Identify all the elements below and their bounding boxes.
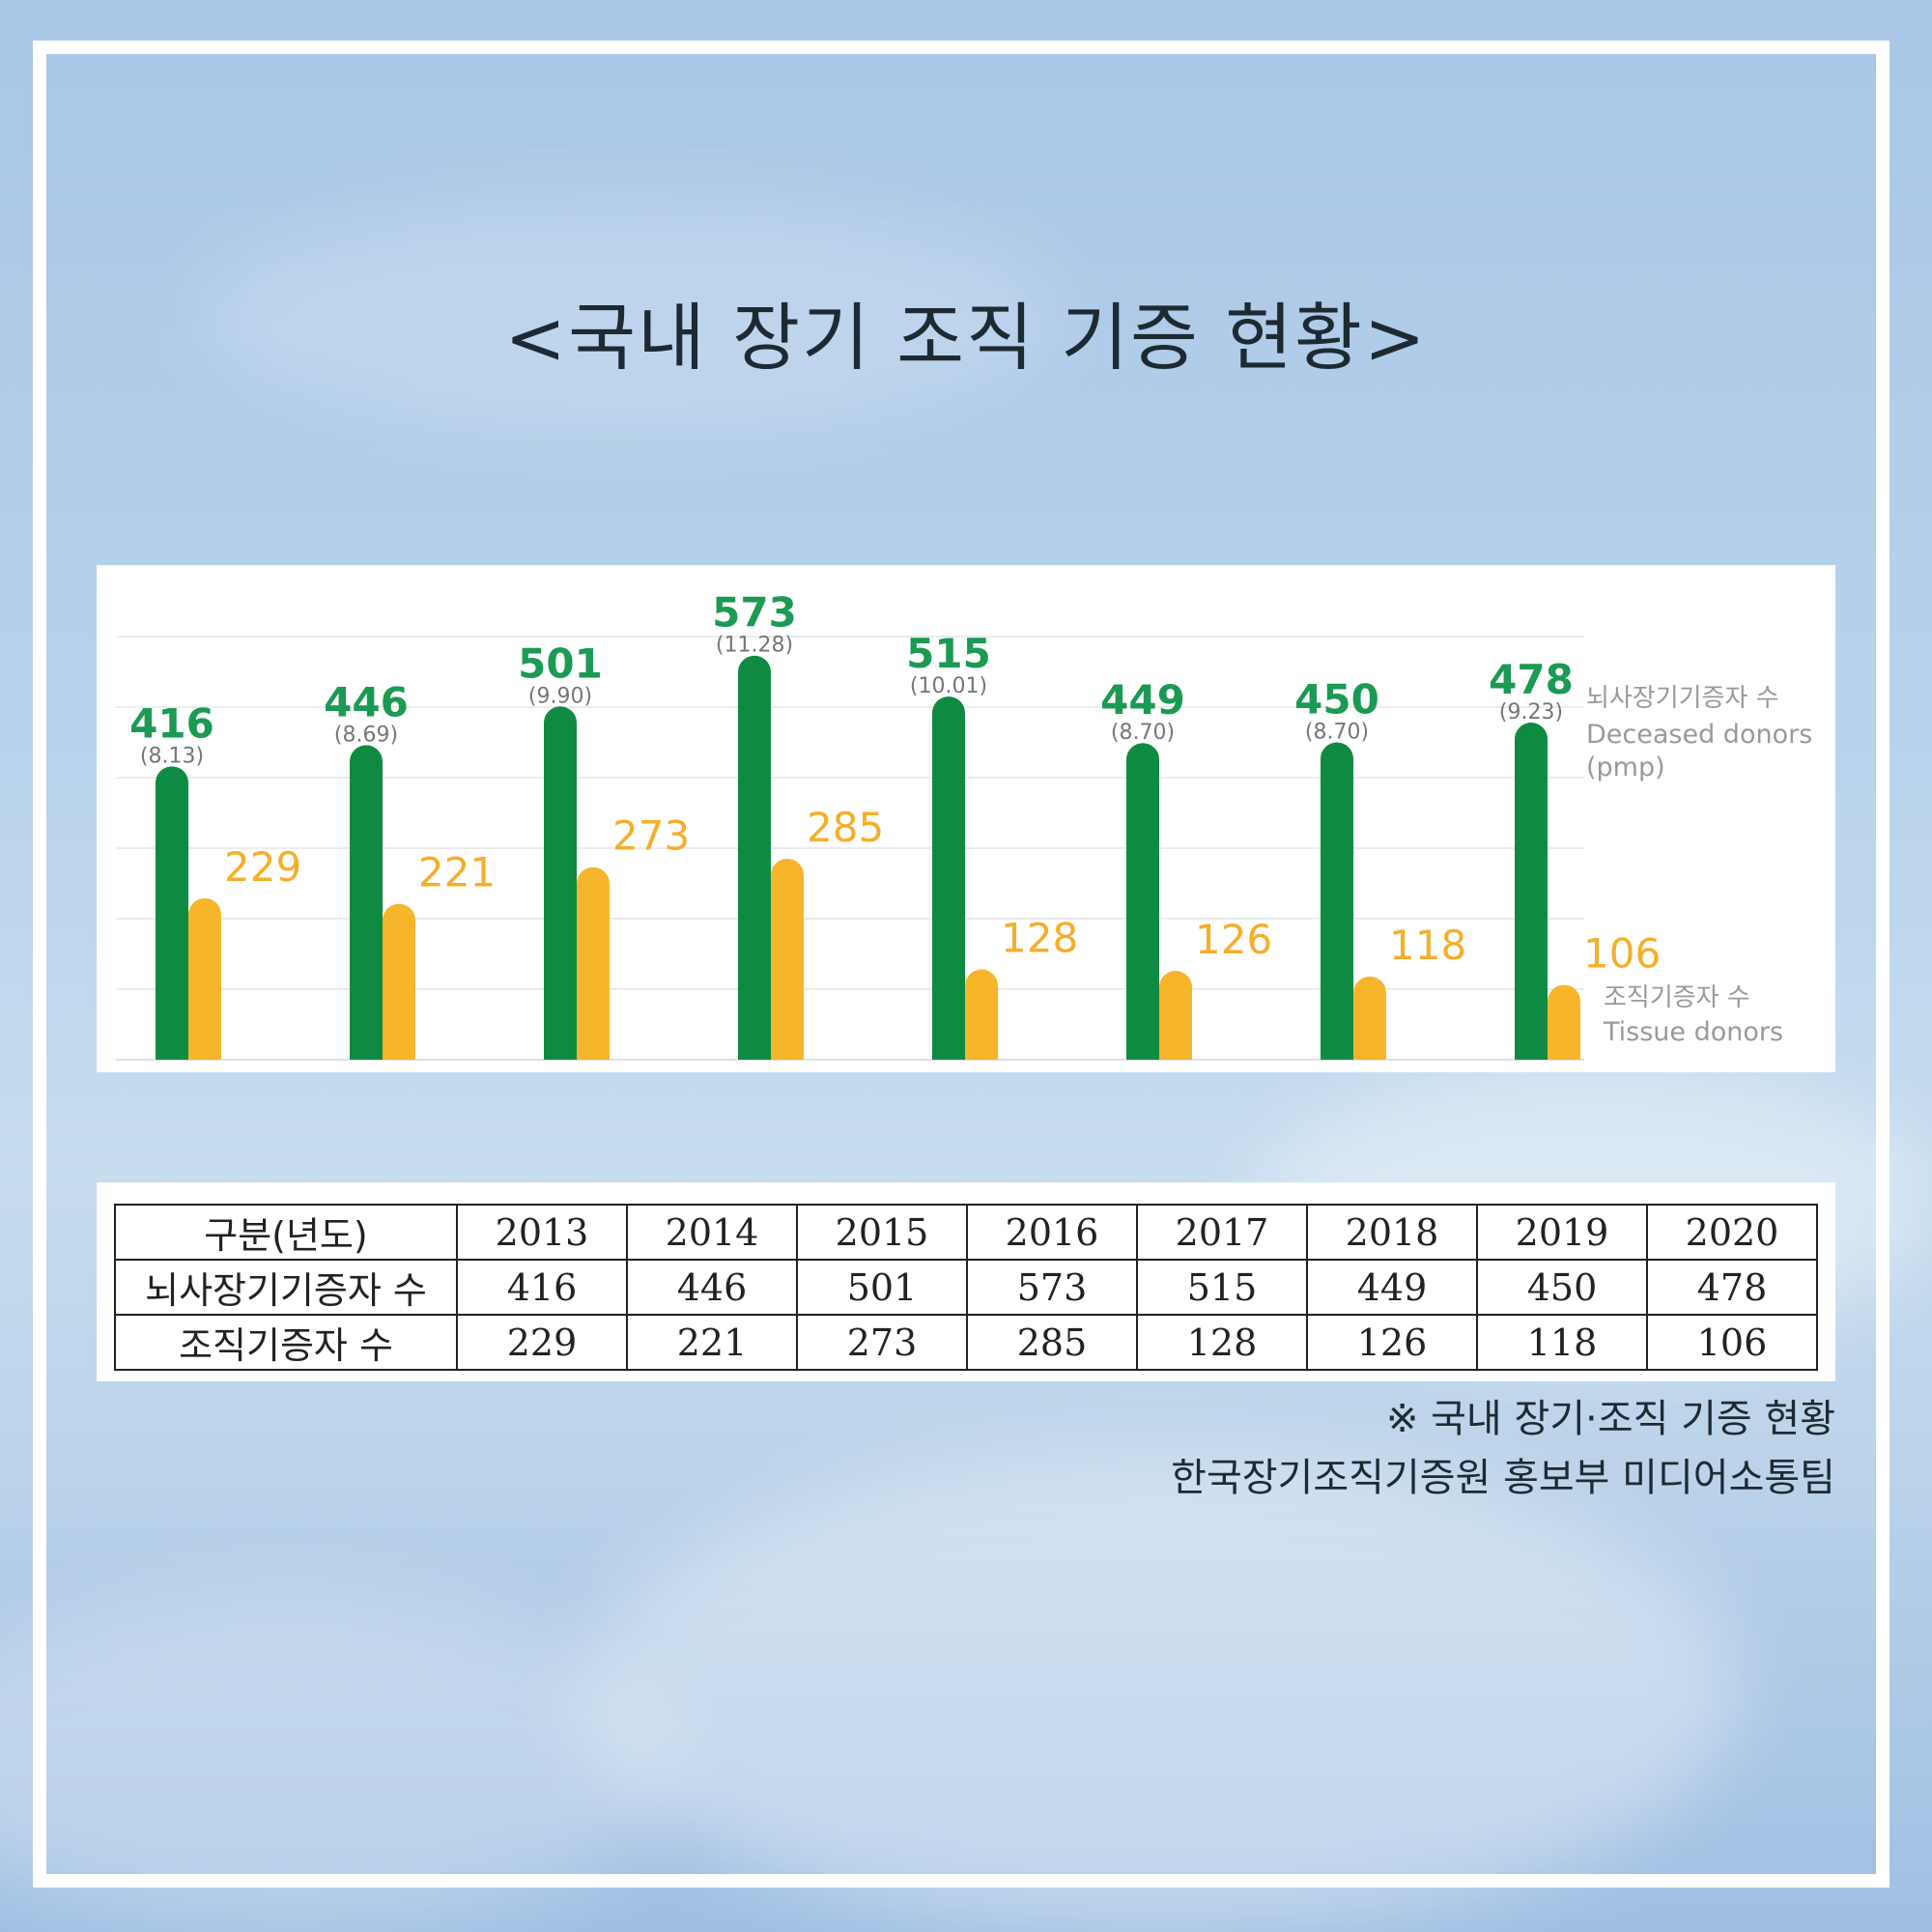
tissue-value-label: 285 xyxy=(807,804,884,851)
table-cell: 128 xyxy=(1136,1314,1308,1371)
deceased-bar xyxy=(932,696,965,1060)
tissue-bar xyxy=(1548,984,1580,1060)
deceased-value-label: 449 xyxy=(1100,676,1185,724)
table-cell: 조직기증자 수 xyxy=(114,1314,458,1371)
source-organization: 한국장기조직기증원 홍보부 미디어소통팀 xyxy=(1171,1456,1835,1500)
legend-deceased-en: Deceased donors xyxy=(1586,720,1812,750)
table-row: 조직기증자 수 229 221 273 285 128 126 118 106 xyxy=(114,1314,1818,1371)
table-cell: 106 xyxy=(1646,1314,1818,1371)
white-frame xyxy=(33,41,1889,1888)
table-cell: 2014 xyxy=(626,1204,798,1261)
table-cell: 2020 xyxy=(1646,1204,1818,1261)
pmp-label: (8.70) xyxy=(1111,721,1175,745)
tissue-bar-foot xyxy=(771,1043,804,1060)
table-cell: 501 xyxy=(796,1259,968,1316)
deceased-bar-foot xyxy=(156,1043,188,1060)
tissue-bar-foot xyxy=(965,1043,998,1060)
deceased-bar-foot xyxy=(350,1043,383,1060)
legend-deceased-unit: (pmp) xyxy=(1586,753,1665,782)
deceased-bar-foot xyxy=(1126,1043,1159,1060)
tissue-bar xyxy=(965,969,998,1060)
deceased-value-label: 515 xyxy=(906,630,991,677)
table-cell: 449 xyxy=(1306,1259,1478,1316)
deceased-value-label: 478 xyxy=(1489,656,1574,703)
table-cell: 416 xyxy=(456,1259,628,1316)
tissue-value-label: 126 xyxy=(1195,916,1272,963)
table-cell: 126 xyxy=(1306,1314,1478,1371)
legend-tissue-ko: 조직기증자 수 xyxy=(1604,983,1750,1012)
tissue-value-label: 118 xyxy=(1389,922,1466,969)
tissue-bar xyxy=(771,858,804,1060)
donor-bar-chart: 416(8.13)229446(8.69)221501(9.90)273573(… xyxy=(116,589,1812,1061)
source-note: ※ 국내 장기·조직 기증 현황 xyxy=(1385,1397,1835,1441)
table-cell: 2017 xyxy=(1136,1204,1308,1261)
tissue-bar-foot xyxy=(188,1043,221,1060)
tissue-bar-foot xyxy=(1159,1043,1192,1060)
pmp-label: (10.01) xyxy=(910,674,987,698)
table-cell: 2015 xyxy=(796,1204,968,1261)
deceased-bar-foot xyxy=(1321,1043,1353,1060)
table-cell: 446 xyxy=(626,1259,798,1316)
deceased-bar-foot xyxy=(1515,1043,1548,1060)
table-header-row: 구분(년도) 2013 2014 2015 2016 2017 2018 201… xyxy=(114,1204,1818,1261)
deceased-value-label: 450 xyxy=(1294,676,1379,724)
deceased-bar xyxy=(1321,742,1353,1060)
pmp-label: (9.90) xyxy=(528,684,592,708)
tissue-bar-foot xyxy=(1353,1043,1386,1060)
tissue-bar xyxy=(383,903,415,1060)
donor-data-table: 구분(년도) 2013 2014 2015 2016 2017 2018 201… xyxy=(114,1204,1818,1371)
table-cell: 221 xyxy=(626,1314,798,1371)
table-cell: 515 xyxy=(1136,1259,1308,1316)
tissue-value-label: 106 xyxy=(1583,930,1661,978)
table-cell: 118 xyxy=(1476,1314,1648,1371)
tissue-value-label: 221 xyxy=(418,849,496,896)
table-cell: 573 xyxy=(966,1259,1138,1316)
table-cell: 285 xyxy=(966,1314,1138,1371)
tissue-bar-foot xyxy=(1548,1043,1580,1060)
table-panel: 구분(년도) 2013 2014 2015 2016 2017 2018 201… xyxy=(97,1182,1835,1381)
table-cell: 2013 xyxy=(456,1204,628,1261)
table-cell: 2019 xyxy=(1476,1204,1648,1261)
deceased-value-label: 416 xyxy=(129,699,214,747)
deceased-value-label: 446 xyxy=(324,678,409,725)
tissue-bar xyxy=(188,897,221,1060)
pmp-label: (8.70) xyxy=(1305,721,1369,745)
pmp-label: (11.28) xyxy=(716,634,793,658)
table-cell: 구분(년도) xyxy=(114,1204,458,1261)
tissue-bar xyxy=(1159,971,1192,1060)
deceased-bar xyxy=(350,745,383,1060)
table-cell: 뇌사장기기증자 수 xyxy=(114,1259,458,1316)
deceased-bar xyxy=(1126,743,1159,1060)
pmp-label: (8.13) xyxy=(140,744,204,768)
deceased-value-label: 501 xyxy=(518,639,603,687)
table-cell: 478 xyxy=(1646,1259,1818,1316)
tissue-bar-foot xyxy=(383,1043,415,1060)
table-cell: 229 xyxy=(456,1314,628,1371)
table-cell: 2018 xyxy=(1306,1204,1478,1261)
tissue-value-label: 229 xyxy=(224,843,301,891)
table-cell: 2016 xyxy=(966,1204,1138,1261)
tissue-bar xyxy=(1353,976,1386,1060)
tissue-value-label: 273 xyxy=(612,812,690,860)
legend-tissue-en: Tissue donors xyxy=(1603,1017,1783,1047)
deceased-bar xyxy=(1515,723,1548,1060)
table-cell: 450 xyxy=(1476,1259,1648,1316)
tissue-bar xyxy=(577,867,610,1060)
page-title: <국내 장기 조직 기증 현황> xyxy=(504,295,1428,381)
deceased-bar-foot xyxy=(738,1043,771,1060)
legend-deceased-ko: 뇌사장기기증자 수 xyxy=(1586,684,1779,713)
deceased-bar-foot xyxy=(544,1043,577,1060)
pmp-label: (8.69) xyxy=(334,723,398,747)
deceased-value-label: 573 xyxy=(712,589,797,637)
deceased-bar-foot xyxy=(932,1043,965,1060)
chart-panel: 416 (8.13) 229 446 (8.69) 221 501 (9.90) 273 573(… xyxy=(97,565,1835,1072)
tissue-value-label: 128 xyxy=(1001,915,1078,962)
deceased-bar xyxy=(156,766,188,1060)
deceased-bar xyxy=(544,706,577,1060)
deceased-bar xyxy=(738,655,771,1060)
tissue-bar-foot xyxy=(577,1043,610,1060)
table-row: 뇌사장기기증자 수 416 446 501 573 515 449 450 47… xyxy=(114,1259,1818,1316)
table-cell: 273 xyxy=(796,1314,968,1371)
pmp-label: (9.23) xyxy=(1499,700,1563,724)
